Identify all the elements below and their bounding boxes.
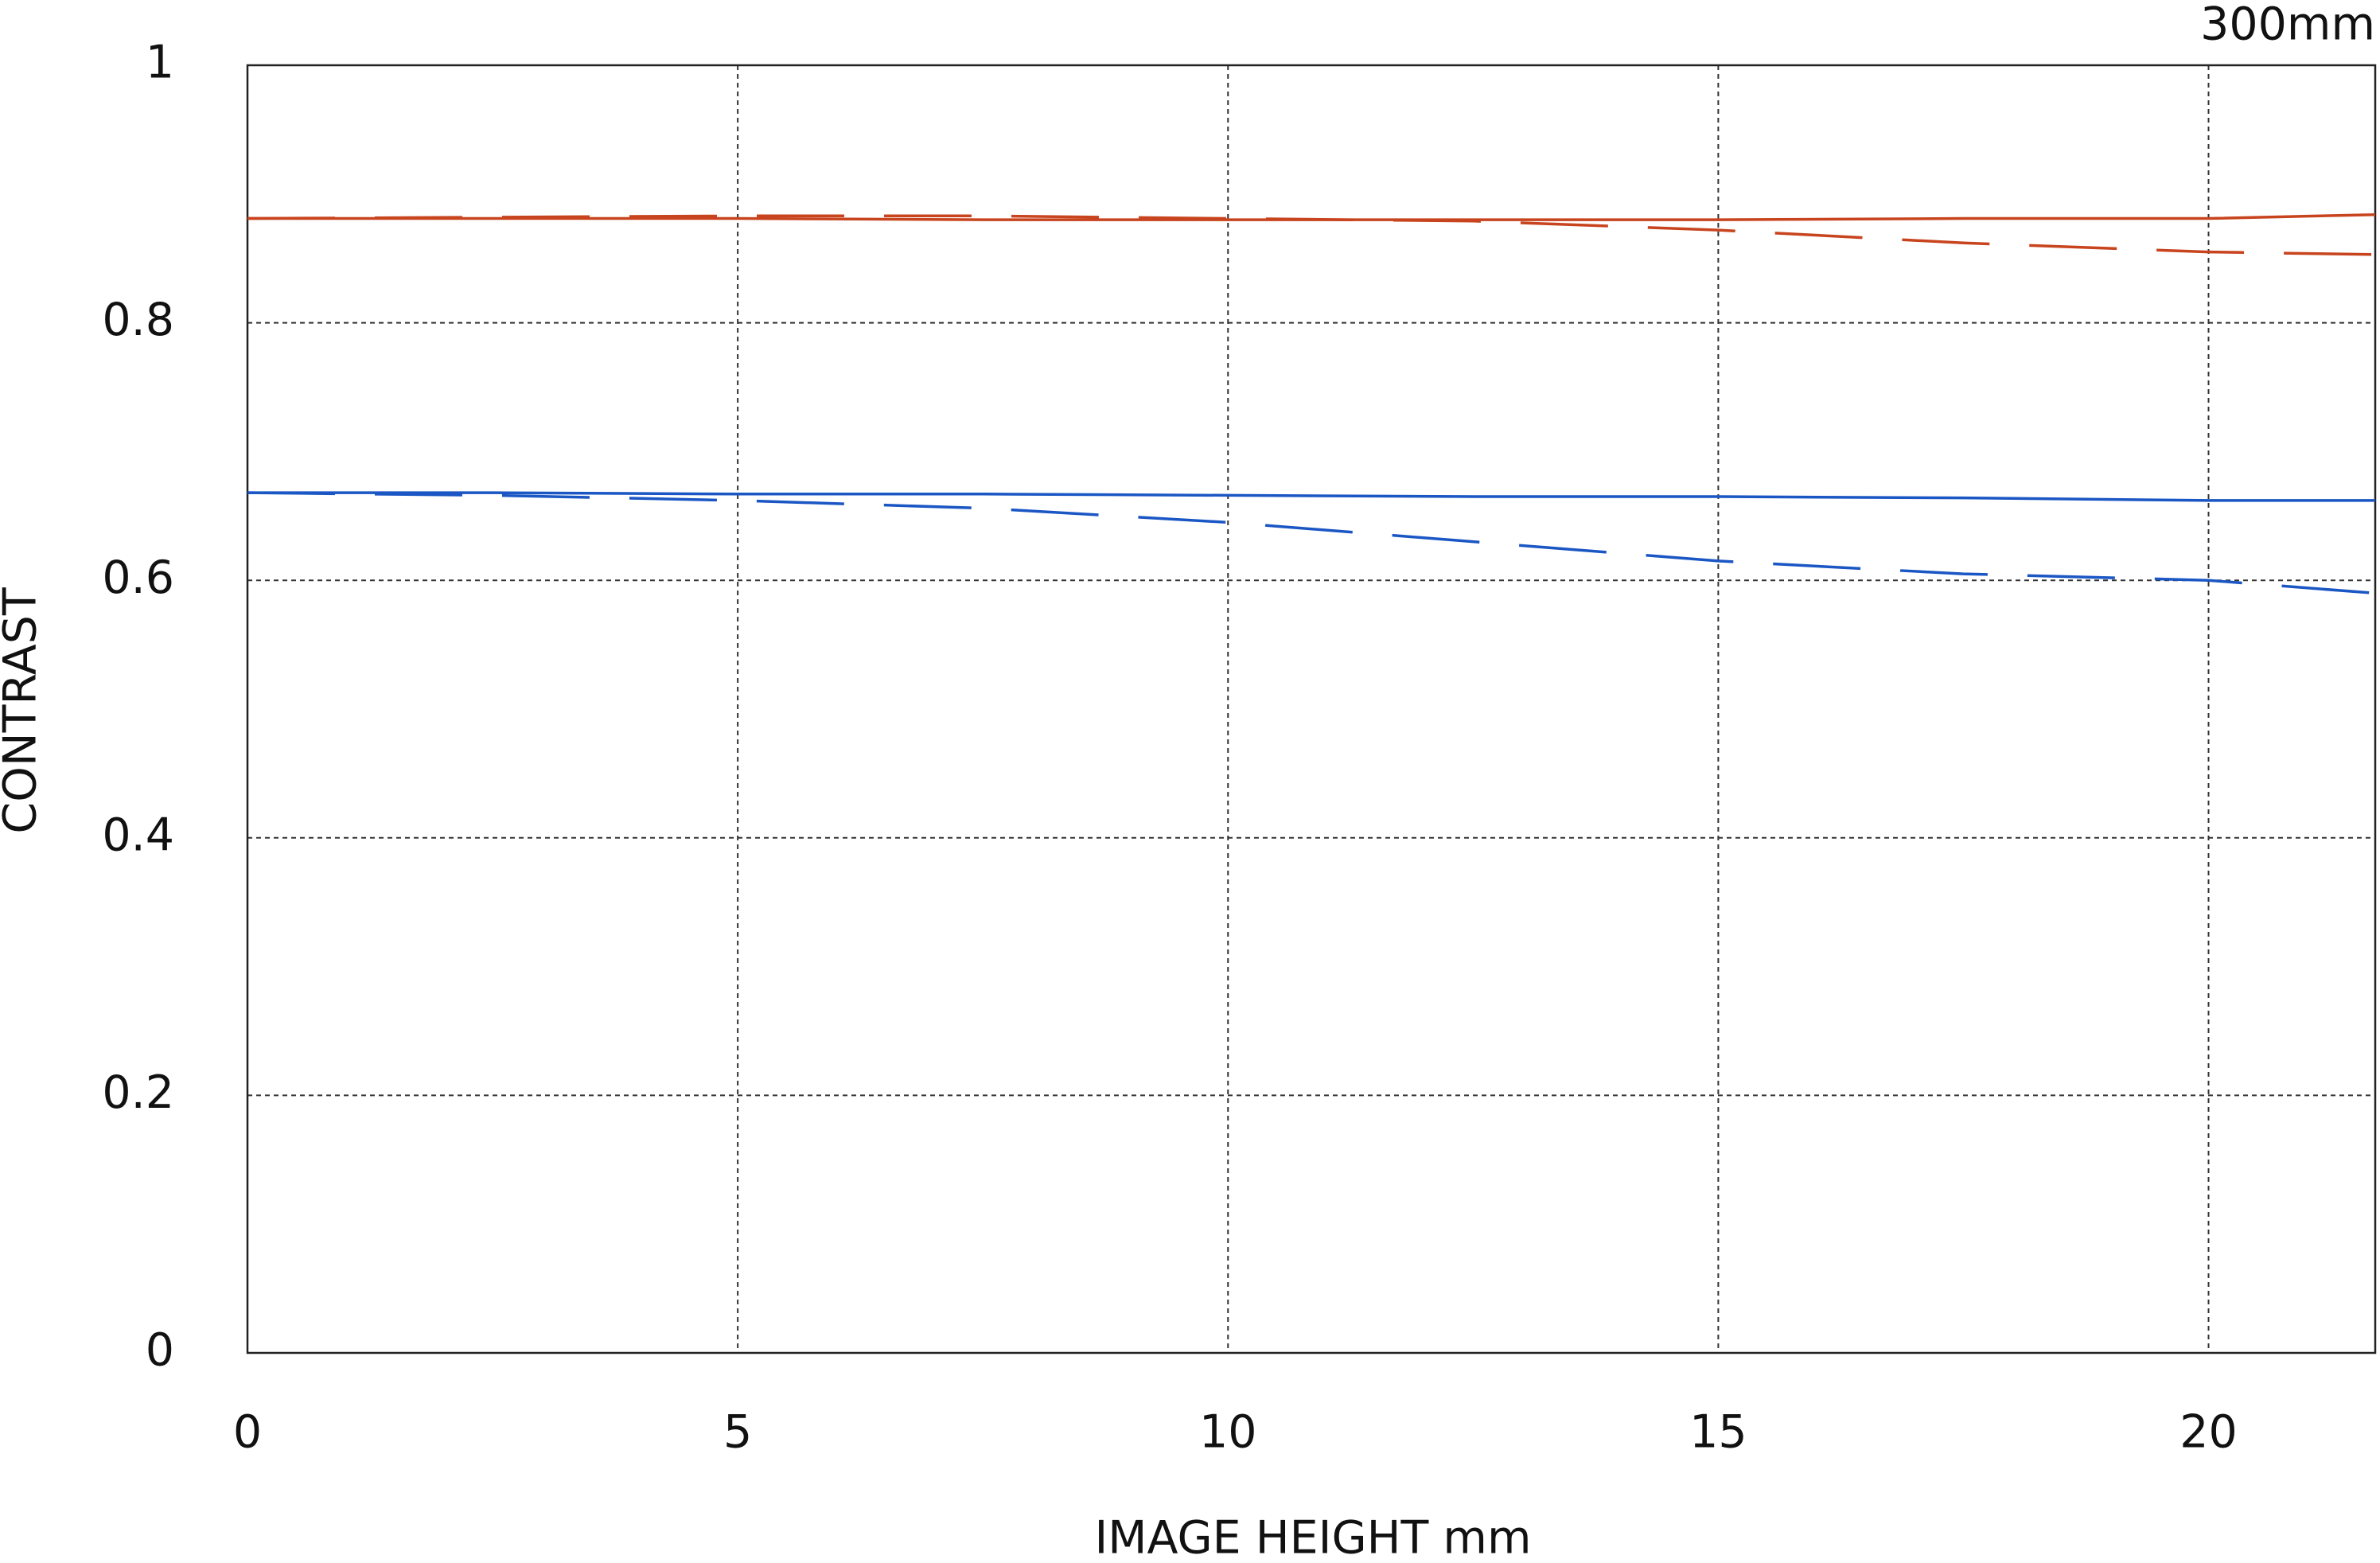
y-tick-label: 0.4 — [102, 809, 174, 861]
y-tick-label: 0.6 — [102, 552, 174, 604]
series-line — [247, 491, 2376, 595]
y-tick-label: 0 — [146, 1324, 174, 1377]
chart-title: 300mm — [2200, 0, 2375, 51]
x-tick-label: 15 — [1689, 1406, 1747, 1459]
x-axis-title: IMAGE HEIGHT mm — [1095, 1512, 1532, 1563]
plot-frame — [246, 64, 2377, 1354]
y-tick-label: 0.2 — [102, 1066, 174, 1119]
series-line — [247, 214, 2376, 256]
x-tick-label: 5 — [723, 1406, 752, 1459]
x-tick-label: 0 — [233, 1406, 262, 1459]
x-tick-label: 20 — [2179, 1406, 2238, 1459]
series-line — [247, 491, 2375, 502]
y-axis-title: CONTRAST — [0, 587, 47, 834]
y-tick-label: 1 — [146, 37, 174, 89]
x-tick-label: 10 — [1199, 1406, 1257, 1459]
y-tick-label: 0.8 — [102, 294, 174, 346]
